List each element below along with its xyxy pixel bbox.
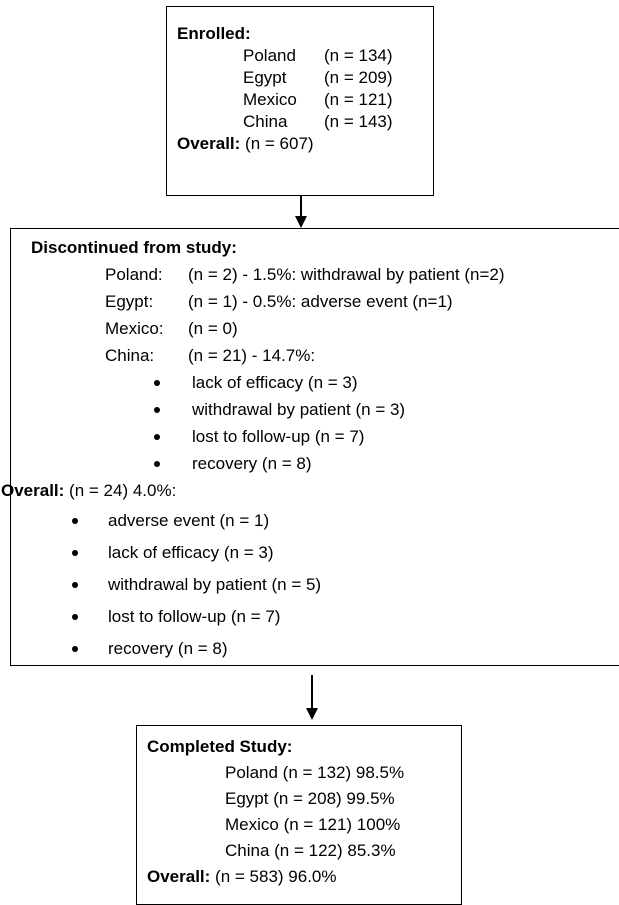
completed-row: Egypt (n = 208) 99.5% — [225, 789, 395, 808]
bullet-icon — [72, 582, 78, 588]
discontinued-overall-value: (n = 24) 4.0%: — [69, 481, 177, 500]
overall-reason: lack of efficacy (n = 3) — [108, 543, 274, 562]
bullet-icon — [72, 646, 78, 652]
completed-row: China (n = 122) 85.3% — [225, 841, 396, 860]
discontinued-overall: Overall: (n = 24) 4.0%: — [1, 480, 176, 502]
completed-row: Poland (n = 132) 98.5% — [225, 763, 405, 782]
completed-box: Completed Study: Poland (n = 132) 98.5% … — [136, 725, 462, 905]
bullet-icon — [154, 380, 160, 386]
bullet-icon — [72, 550, 78, 556]
flow-arrow-head — [306, 708, 318, 720]
bullet-icon — [154, 461, 160, 467]
enrolled-title: Enrolled: — [177, 24, 251, 43]
discontinued-row-country: China: — [105, 346, 155, 365]
discontinued-row-detail: (n = 21) - 14.7%: — [188, 346, 316, 365]
discontinued-box: Discontinued from study: Poland: (n = 2)… — [1, 228, 619, 666]
bullet-icon — [72, 614, 78, 620]
china-reason: withdrawal by patient (n = 3) — [192, 400, 406, 419]
completed-overall-value: (n = 583) 96.0% — [215, 867, 337, 886]
discontinued-row-country: Poland: — [105, 265, 163, 284]
bullet-icon — [154, 407, 160, 413]
enrolled-row-country: Mexico — [243, 90, 297, 109]
overall-reason: adverse event (n = 1) — [108, 511, 270, 530]
overall-reason: recovery (n = 8) — [108, 639, 228, 658]
overall-reason: withdrawal by patient (n = 5) — [108, 575, 322, 594]
discontinued-row-country: Egypt: — [105, 292, 154, 311]
enrolled-overall: Overall: (n = 607) — [177, 133, 314, 155]
discontinued-row-country: Mexico: — [105, 319, 164, 338]
enrolled-row-count: (n = 143) — [324, 112, 393, 131]
enrolled-row-count: (n = 121) — [324, 90, 393, 109]
completed-title: Completed Study: — [147, 737, 293, 756]
discontinued-row-detail: (n = 2) - 1.5%: withdrawal by patient (n… — [188, 265, 505, 284]
discontinued-title: Discontinued from study: — [31, 238, 237, 257]
enrolled-row-count: (n = 134) — [324, 46, 393, 65]
flow-arrow-head — [295, 216, 307, 228]
discontinued-row-detail: (n = 0) — [188, 319, 238, 338]
overall-reason: lost to follow-up (n = 7) — [108, 607, 281, 626]
enrolled-overall-label: Overall: — [177, 134, 241, 153]
flow-arrow-line — [300, 196, 302, 220]
bullet-icon — [154, 434, 160, 440]
enrolled-row-country: China — [243, 112, 288, 131]
flow-arrow-line — [311, 675, 313, 711]
bullet-icon — [72, 518, 78, 524]
enrolled-row-count: (n = 209) — [324, 68, 393, 87]
china-reason: recovery (n = 8) — [192, 454, 312, 473]
enrolled-row-country: Poland — [243, 46, 296, 65]
enrolled-row-country: Egypt — [243, 68, 287, 87]
china-reason: lack of efficacy (n = 3) — [192, 373, 358, 392]
discontinued-row-detail: (n = 1) - 0.5%: adverse event (n=1) — [188, 292, 453, 311]
china-reason: lost to follow-up (n = 7) — [192, 427, 365, 446]
enrolled-overall-value: (n = 607) — [245, 134, 314, 153]
completed-overall: Overall: (n = 583) 96.0% — [147, 866, 337, 888]
completed-row: Mexico (n = 121) 100% — [225, 815, 401, 834]
completed-overall-label: Overall: — [147, 867, 211, 886]
discontinued-overall-label: Overall: — [1, 481, 65, 500]
enrolled-box: Enrolled: Poland (n = 134) Egypt (n = 20… — [166, 6, 434, 196]
